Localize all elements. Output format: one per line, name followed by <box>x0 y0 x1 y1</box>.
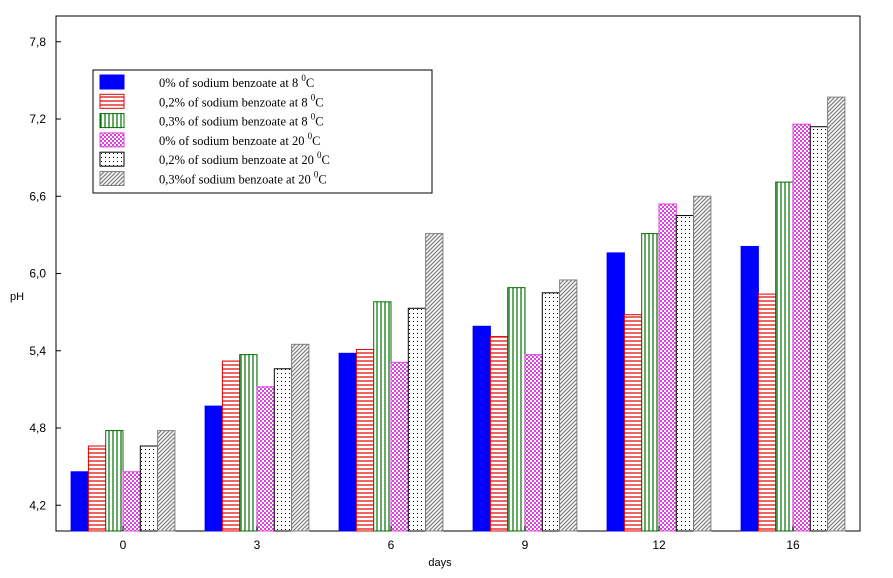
bar <box>693 195 712 532</box>
legend-swatch <box>99 171 125 186</box>
bar <box>105 430 124 532</box>
legend-label: 0,2% of sodium benzoate at 20 0C <box>159 150 330 167</box>
bar <box>489 336 509 532</box>
bar <box>641 233 660 532</box>
legend-label-sup: 0 <box>311 112 316 122</box>
bar <box>407 307 427 532</box>
legend-swatch <box>99 113 125 129</box>
bar <box>291 343 310 532</box>
bar <box>256 386 275 532</box>
x-tick-label: 6 <box>388 538 395 552</box>
legend-label-unit: C <box>315 115 323 129</box>
bar <box>373 301 392 532</box>
bar <box>606 252 625 532</box>
x-tick-label: 16 <box>786 538 800 552</box>
bar <box>239 354 258 532</box>
bar <box>425 233 444 532</box>
x-tick-label: 12 <box>652 538 666 552</box>
legend-label-main: 0,3% of sodium benzoate at 8 <box>159 115 311 129</box>
y-tick-label: 6,6 <box>29 189 46 203</box>
y-tick-label: 6,0 <box>29 267 46 281</box>
bar <box>675 215 695 532</box>
bar <box>157 430 176 532</box>
legend-label-unit: C <box>306 76 314 90</box>
bar <box>87 445 107 532</box>
legend-label: 0% of sodium benzoate at 20 0C <box>159 131 320 148</box>
legend-label-sup: 0 <box>311 92 316 102</box>
bar <box>472 325 491 532</box>
legend-label-main: 0,2% of sodium benzoate at 20 <box>159 153 317 167</box>
legend-label: 0,2% of sodium benzoate at 8 0C <box>159 92 324 109</box>
legend-label-unit: C <box>321 153 329 167</box>
legend-label-sup: 0 <box>308 131 313 141</box>
bar <box>559 279 578 532</box>
bar <box>827 96 846 532</box>
bar <box>390 361 409 532</box>
y-tick-label: 7,8 <box>29 35 46 49</box>
legend-label-main: 0% of sodium benzoate at 20 <box>159 134 308 148</box>
bar <box>623 314 643 532</box>
bar <box>792 123 811 532</box>
legend-label-main: 0,2% of sodium benzoate at 8 <box>159 95 311 109</box>
bar <box>757 293 777 532</box>
legend-label-unit: C <box>318 173 326 187</box>
legend-swatch <box>99 151 125 167</box>
x-tick-label: 3 <box>254 538 261 552</box>
bar <box>70 471 89 532</box>
bar <box>273 368 293 532</box>
bar <box>355 348 375 532</box>
bar <box>139 445 159 532</box>
y-tick-label: 5,4 <box>29 344 46 358</box>
y-tick-label: 4,8 <box>29 421 46 435</box>
legend-label-sup: 0 <box>317 150 322 160</box>
legend: 0% of sodium benzoate at 8 0C0,2% of sod… <box>92 69 433 194</box>
bar <box>122 471 141 532</box>
y-tick-label: 7,2 <box>29 112 46 126</box>
legend-label-unit: C <box>315 95 323 109</box>
x-axis-title: days <box>428 557 452 569</box>
bar <box>740 245 759 532</box>
bar <box>809 126 829 532</box>
legend-label-unit: C <box>312 134 320 148</box>
bars-layer <box>70 96 846 532</box>
legend-label-sup: 0 <box>314 170 319 180</box>
bar <box>775 181 794 532</box>
bar <box>338 352 357 532</box>
y-tick-label: 4,2 <box>29 498 46 512</box>
legend-swatch <box>99 93 125 109</box>
bar <box>507 287 526 532</box>
legend-label-sup: 0 <box>301 73 306 83</box>
x-tick-label: 0 <box>120 538 127 552</box>
legend-label-main: 0,3%of sodium benzoate at 20 <box>159 173 314 187</box>
legend-swatch <box>99 132 125 148</box>
legend-swatch <box>99 74 125 90</box>
y-axis: 4,2 4,8 5,4 6,0 6,6 7,2 7,8 <box>29 35 61 512</box>
legend-label: 0,3%of sodium benzoate at 20 0C <box>159 170 327 187</box>
bar <box>658 203 677 532</box>
bar <box>204 405 223 532</box>
legend-label: 0% of sodium benzoate at 8 0C <box>159 73 314 90</box>
y-axis-title: pH <box>10 291 24 303</box>
legend-label: 0,3% of sodium benzoate at 8 0C <box>159 112 324 129</box>
x-axis: 0 3 6 9 12 16 <box>120 526 800 552</box>
bar <box>221 360 241 532</box>
bar <box>541 292 561 532</box>
bar <box>524 354 543 532</box>
legend-label-main: 0% of sodium benzoate at 8 <box>159 76 301 90</box>
x-tick-label: 9 <box>522 538 529 552</box>
legend-box <box>92 69 433 194</box>
